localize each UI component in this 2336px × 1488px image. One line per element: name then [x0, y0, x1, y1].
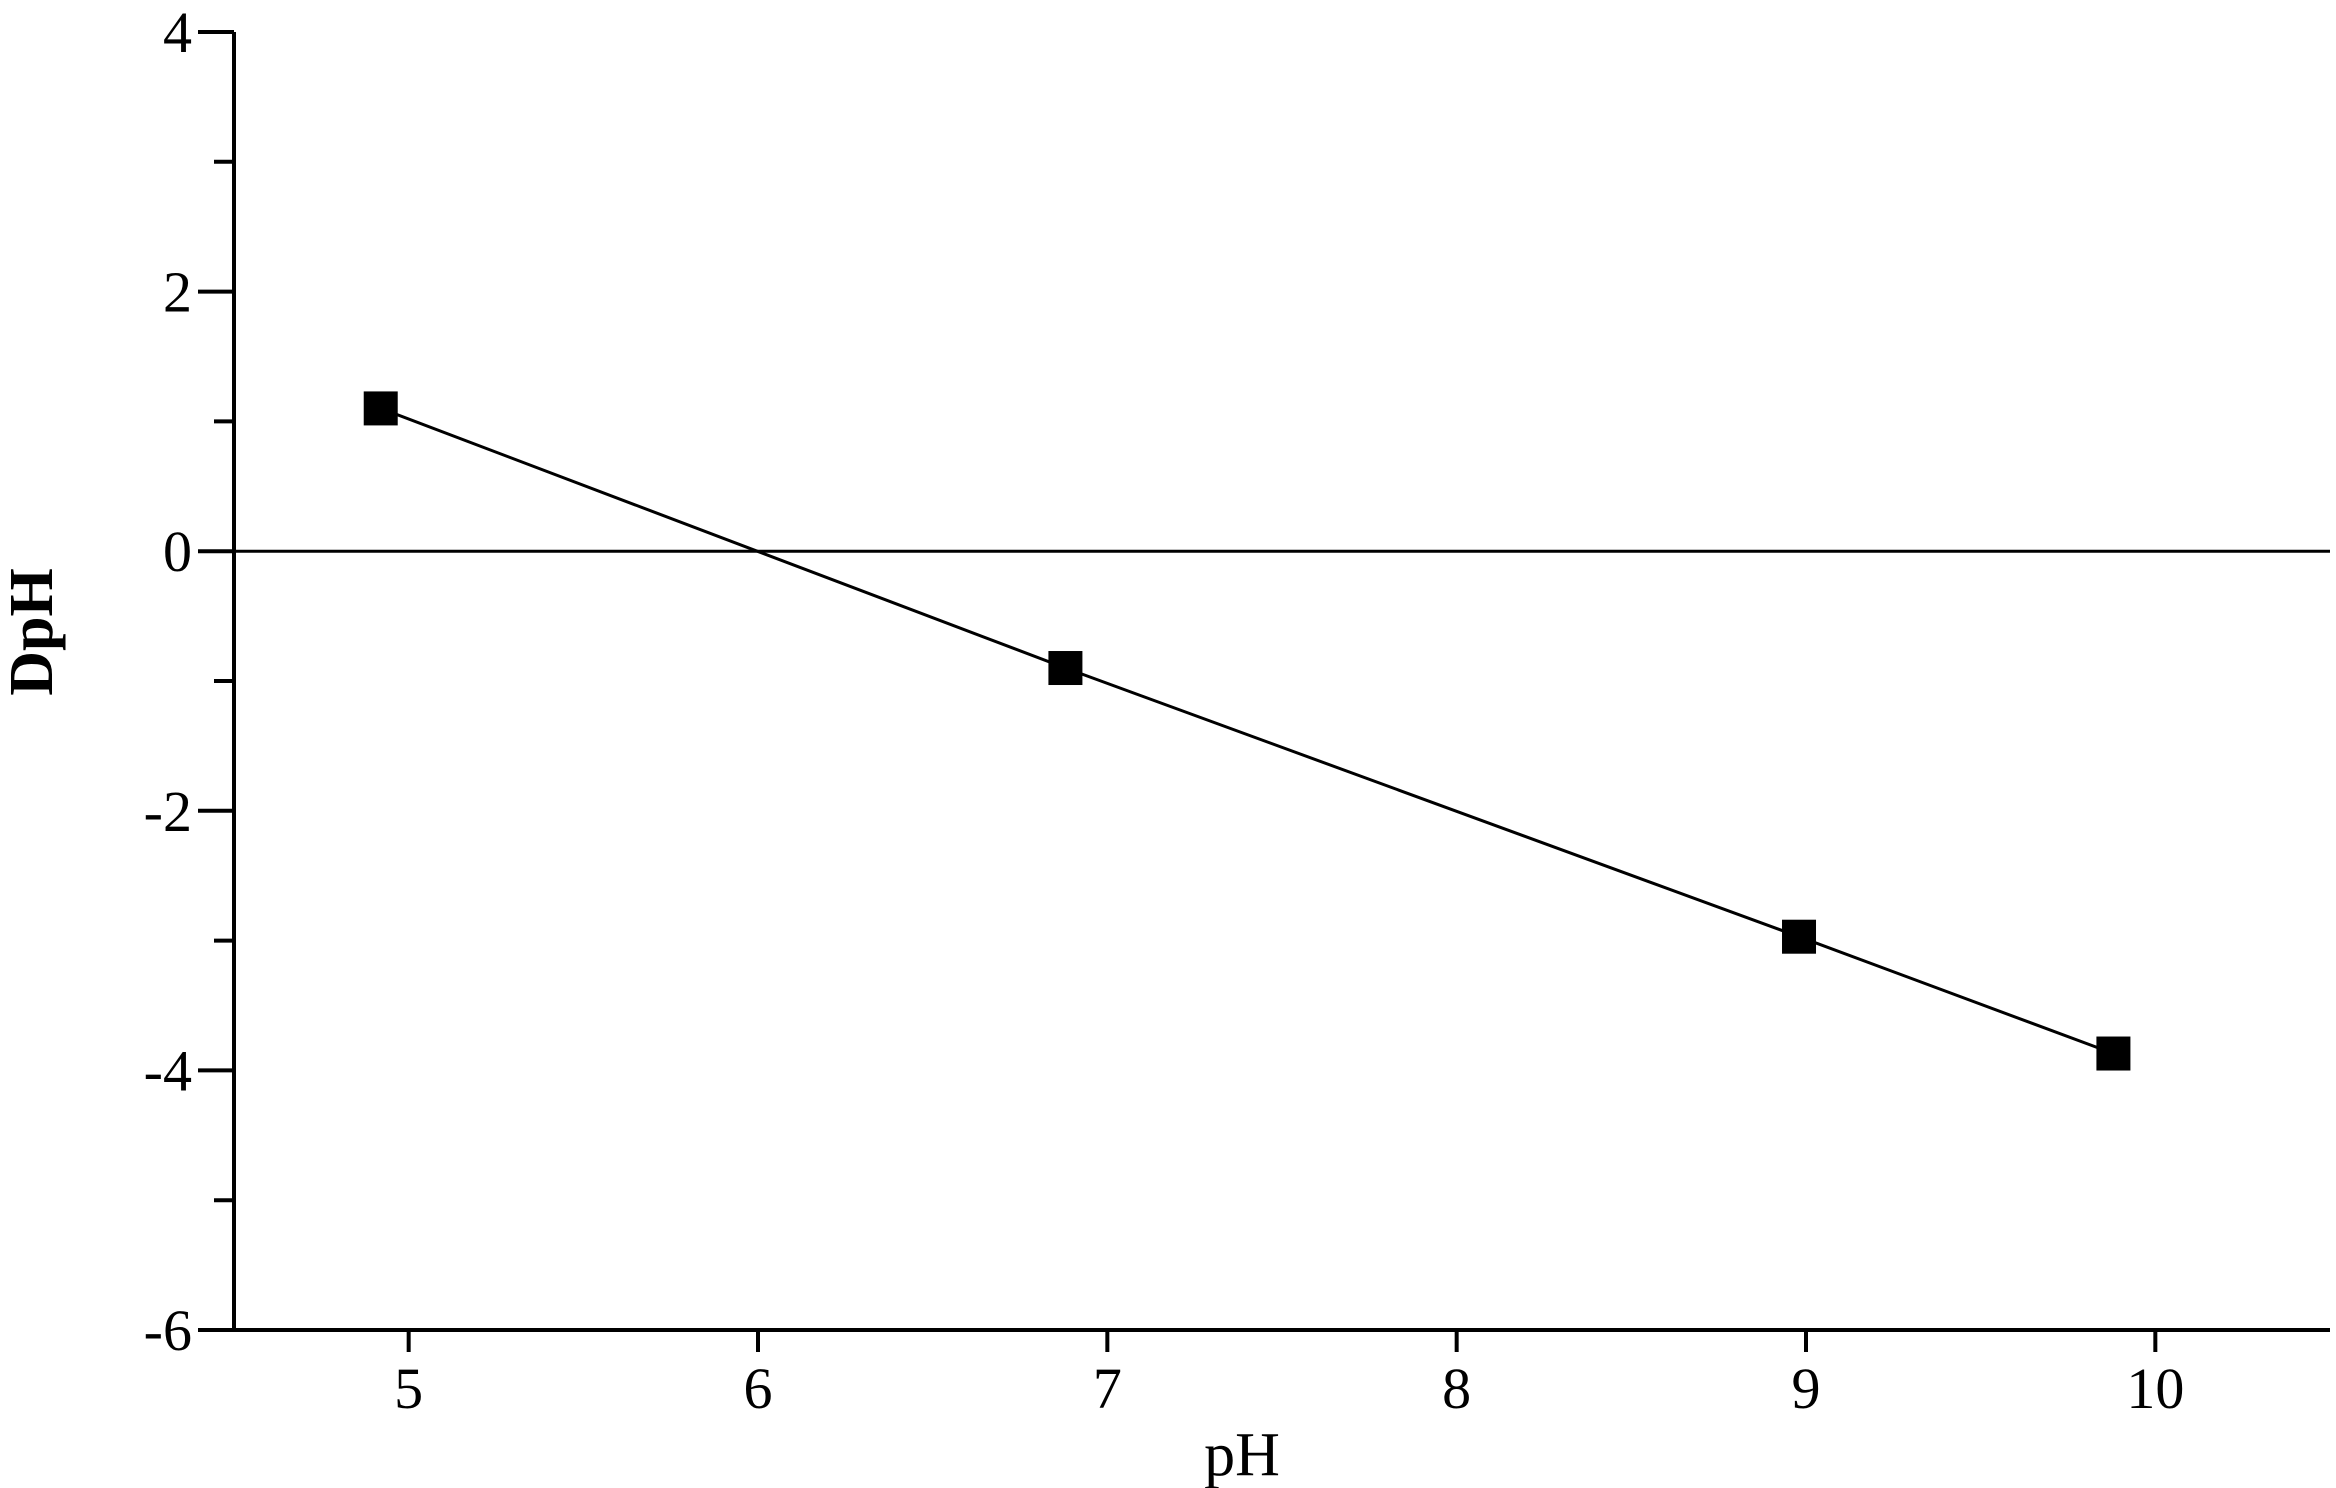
y-tick-label: 0 — [163, 519, 192, 584]
y-tick-label: -4 — [144, 1038, 192, 1103]
x-tick-label: 6 — [744, 1356, 773, 1421]
x-tick-label: 9 — [1792, 1356, 1821, 1421]
series-line — [380, 407, 2114, 1055]
tick-labels: 4 2 0 -2 -4 -6 5 6 7 8 9 10 — [144, 0, 2185, 1421]
data-series — [363, 391, 2131, 1071]
data-point-marker — [363, 391, 398, 426]
y-tick-label: -2 — [144, 779, 192, 844]
y-tick-label: 2 — [163, 260, 192, 325]
x-axis-title: pH — [1204, 1421, 1280, 1488]
data-point-marker — [2096, 1036, 2131, 1071]
data-point-marker — [1048, 651, 1083, 686]
x-tick-label: 10 — [2126, 1356, 2184, 1421]
data-point-marker — [1782, 919, 1817, 954]
y-axis-title: DpH — [0, 568, 66, 695]
y-tick-label: 4 — [163, 0, 192, 65]
axes — [198, 30, 2330, 1352]
x-tick-label: 5 — [394, 1356, 423, 1421]
x-tick-label: 8 — [1442, 1356, 1471, 1421]
y-tick-label: -6 — [144, 1298, 192, 1363]
x-tick-label: 7 — [1093, 1356, 1122, 1421]
